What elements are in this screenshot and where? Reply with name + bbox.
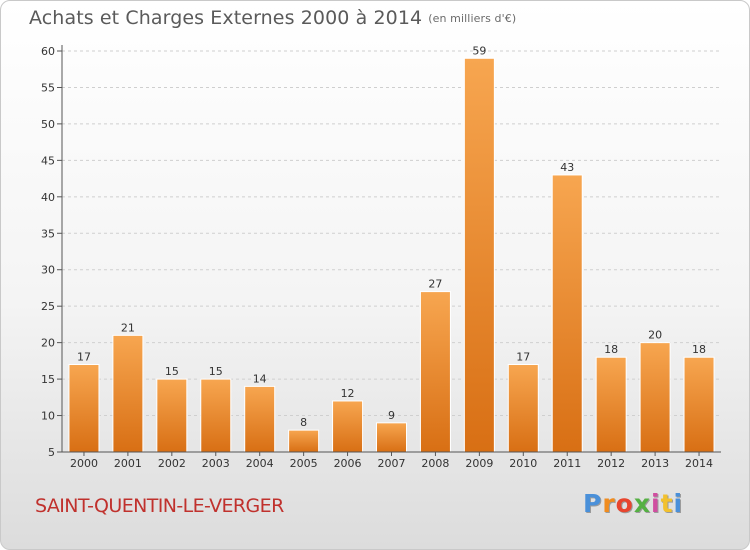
- chart-subtitle: (en milliers d'€): [428, 12, 517, 25]
- logo-letter: r: [602, 489, 616, 518]
- y-tick-label: 25: [41, 300, 55, 313]
- data-label: 12: [341, 387, 355, 400]
- x-tick-label: 2001: [114, 457, 142, 470]
- bar: [419, 291, 451, 453]
- x-tick-label: 2003: [202, 457, 230, 470]
- bar: [200, 378, 232, 453]
- logo-letter: i: [651, 489, 661, 518]
- chart-title: Achats et Charges Externes 2000 à 2014: [29, 7, 423, 29]
- x-tick-label: 2008: [421, 457, 449, 470]
- x-tick-label: 2013: [641, 457, 669, 470]
- chart-title-line: Achats et Charges Externes 2000 à 2014 (e…: [29, 7, 516, 29]
- y-tick-label: 45: [41, 154, 55, 167]
- bar: [463, 57, 495, 453]
- data-label: 17: [516, 351, 530, 364]
- logo-letter: P: [583, 489, 603, 518]
- x-tick-label: 2009: [465, 457, 493, 470]
- location-name: SAINT-QUENTIN-LE-VERGER: [35, 495, 284, 517]
- data-label: 18: [604, 343, 618, 356]
- x-tick-label: 2006: [334, 457, 362, 470]
- bar: [551, 174, 583, 453]
- y-tick-label: 10: [41, 410, 55, 423]
- y-tick-label: 15: [41, 373, 55, 386]
- x-tick-label: 2000: [70, 457, 98, 470]
- y-tick-label: 40: [41, 191, 55, 204]
- bar: [68, 364, 100, 453]
- data-label: 43: [560, 161, 574, 174]
- bar: [332, 400, 364, 453]
- bar: [595, 356, 627, 453]
- data-label: 8: [300, 416, 307, 429]
- y-tick-label: 30: [41, 264, 55, 277]
- y-tick-label: 5: [48, 446, 55, 459]
- logo-letter: o: [615, 489, 634, 518]
- y-tick-label: 55: [41, 81, 55, 94]
- data-label: 27: [428, 278, 442, 291]
- data-label: 21: [121, 321, 135, 334]
- x-tick-label: 2012: [597, 457, 625, 470]
- x-tick-label: 2005: [290, 457, 318, 470]
- x-tick-label: 2002: [158, 457, 186, 470]
- x-tick-label: 2014: [685, 457, 713, 470]
- data-label: 20: [648, 329, 662, 342]
- y-tick-label: 50: [41, 118, 55, 131]
- data-label: 9: [388, 409, 395, 422]
- bar: [244, 385, 276, 453]
- data-label: 15: [165, 365, 179, 378]
- bar: [156, 378, 188, 453]
- bar: [507, 364, 539, 453]
- x-tick-label: 2011: [553, 457, 581, 470]
- bar: [639, 342, 671, 453]
- axes: [57, 45, 721, 456]
- bars: [68, 57, 715, 453]
- labels: 5 10 15 20 25 30 35 40 45 50 55 60 17 2000 21 2001 15 200…: [41, 44, 713, 470]
- bar: [683, 356, 715, 453]
- x-tick-label: 2010: [509, 457, 537, 470]
- bar: [112, 334, 144, 453]
- data-label: 18: [692, 343, 706, 356]
- data-label: 17: [77, 351, 91, 364]
- proxiti-logo[interactable]: Proxiti: [583, 489, 683, 518]
- y-tick-label: 60: [41, 45, 55, 58]
- data-label: 59: [472, 44, 486, 57]
- data-label: 15: [209, 365, 223, 378]
- bar: [288, 429, 320, 453]
- logo-letter: i: [673, 489, 684, 518]
- logo-letter: t: [660, 489, 674, 518]
- bar: [376, 422, 407, 453]
- x-tick-label: 2004: [246, 457, 274, 470]
- y-tick-label: 35: [41, 227, 55, 240]
- y-tick-label: 20: [41, 337, 55, 350]
- data-label: 14: [253, 372, 267, 385]
- logo-letter: x: [633, 489, 651, 518]
- x-tick-label: 2007: [378, 457, 406, 470]
